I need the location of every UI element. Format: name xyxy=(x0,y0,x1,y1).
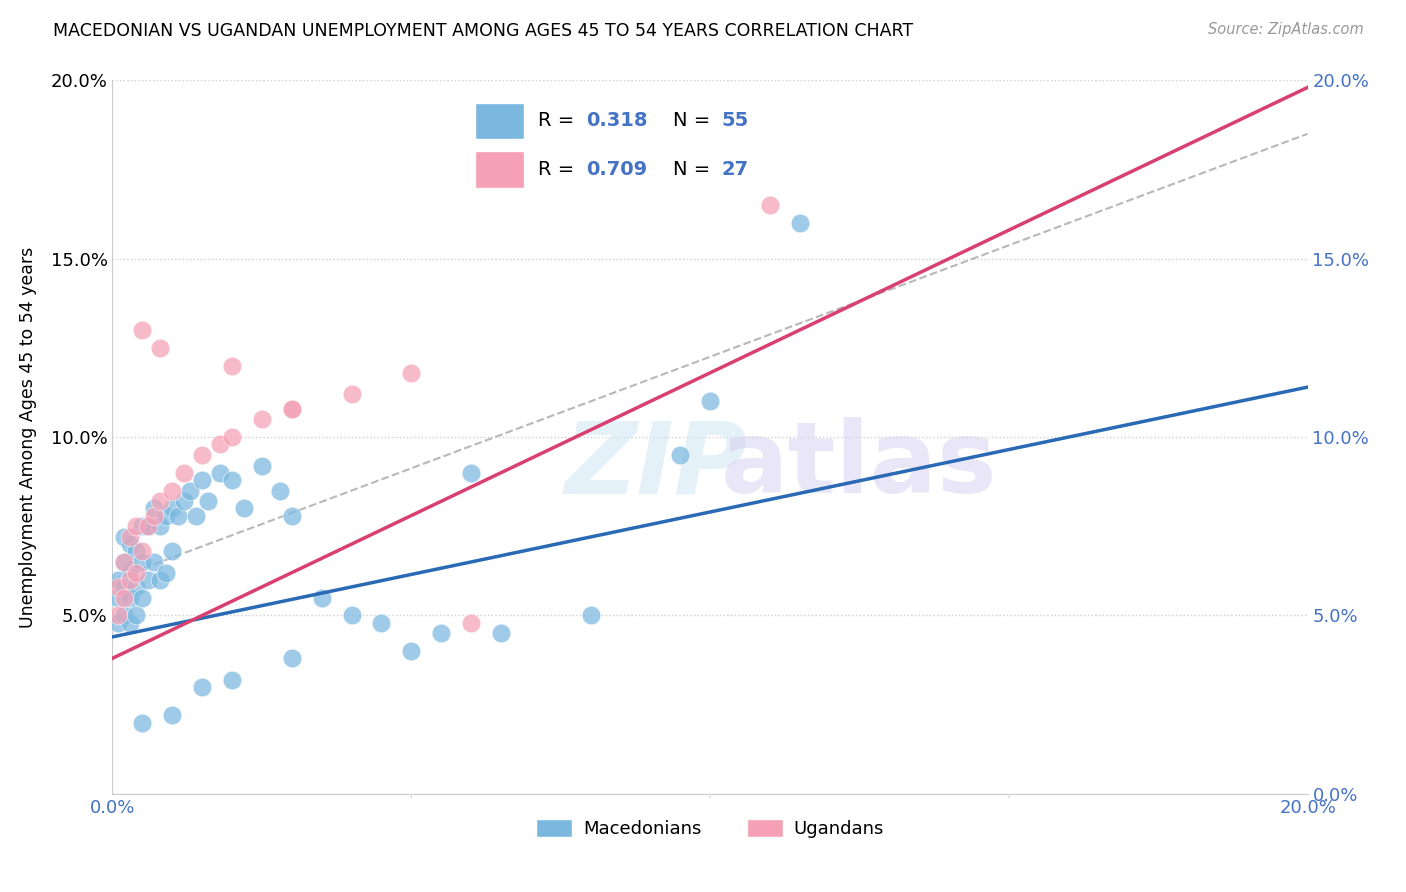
Point xyxy=(173,466,195,480)
Point xyxy=(149,341,172,355)
Point xyxy=(401,366,423,380)
Text: Source: ZipAtlas.com: Source: ZipAtlas.com xyxy=(1208,22,1364,37)
Point xyxy=(221,673,243,687)
Point xyxy=(107,580,129,594)
Point xyxy=(125,566,148,580)
Point xyxy=(281,651,304,665)
Point xyxy=(311,591,333,605)
Text: atlas: atlas xyxy=(721,417,998,514)
Point xyxy=(281,401,304,416)
Point xyxy=(579,608,602,623)
Point xyxy=(138,573,160,587)
Point xyxy=(149,494,172,508)
Point xyxy=(125,608,148,623)
Point xyxy=(759,198,782,212)
Point xyxy=(138,519,160,533)
Legend: Macedonians, Ugandans: Macedonians, Ugandans xyxy=(529,812,891,846)
Point xyxy=(221,430,243,444)
Point xyxy=(191,448,214,462)
Point xyxy=(114,580,135,594)
Point xyxy=(186,508,208,523)
Point xyxy=(209,437,232,451)
Point xyxy=(460,466,482,480)
Point xyxy=(143,555,166,569)
Point xyxy=(197,494,219,508)
Point xyxy=(173,494,195,508)
Point xyxy=(281,401,304,416)
Point xyxy=(120,615,142,630)
Point xyxy=(489,626,512,640)
Point xyxy=(162,483,183,498)
Point xyxy=(149,519,172,533)
Point xyxy=(143,508,166,523)
Point xyxy=(107,615,129,630)
Point xyxy=(131,519,153,533)
Point xyxy=(125,580,148,594)
Point xyxy=(107,608,129,623)
Point xyxy=(114,608,135,623)
Point xyxy=(120,562,142,576)
Point xyxy=(340,387,363,401)
Point xyxy=(107,573,129,587)
Point xyxy=(125,519,148,533)
Point xyxy=(131,555,153,569)
Point xyxy=(401,644,423,658)
Point xyxy=(209,466,232,480)
Point xyxy=(221,473,243,487)
Point xyxy=(131,323,153,337)
Point xyxy=(699,394,721,409)
Point xyxy=(138,519,160,533)
Point xyxy=(250,412,273,426)
Point xyxy=(162,708,183,723)
Point xyxy=(250,458,273,473)
Point xyxy=(370,615,392,630)
Point xyxy=(191,680,214,694)
Point xyxy=(155,566,177,580)
Point xyxy=(120,573,142,587)
Point xyxy=(269,483,291,498)
Point xyxy=(281,508,304,523)
Point xyxy=(167,508,190,523)
Point xyxy=(233,501,256,516)
Point xyxy=(155,508,177,523)
Point xyxy=(162,501,183,516)
Point xyxy=(191,473,214,487)
Point xyxy=(221,359,243,373)
Point xyxy=(107,591,129,605)
Point xyxy=(179,483,201,498)
Point xyxy=(430,626,453,640)
Point xyxy=(162,544,183,558)
Point xyxy=(131,544,153,558)
Point xyxy=(120,591,142,605)
Point xyxy=(789,216,811,230)
Point xyxy=(114,555,135,569)
Text: ZIP: ZIP xyxy=(565,417,748,514)
Point xyxy=(131,715,153,730)
Point xyxy=(149,573,172,587)
Point xyxy=(114,555,135,569)
Point xyxy=(125,544,148,558)
Point xyxy=(131,591,153,605)
Point xyxy=(120,537,142,551)
Point xyxy=(460,615,482,630)
Point xyxy=(669,448,692,462)
Point xyxy=(114,530,135,544)
Point xyxy=(340,608,363,623)
Point xyxy=(143,501,166,516)
Point xyxy=(120,530,142,544)
Point xyxy=(114,591,135,605)
Text: MACEDONIAN VS UGANDAN UNEMPLOYMENT AMONG AGES 45 TO 54 YEARS CORRELATION CHART: MACEDONIAN VS UGANDAN UNEMPLOYMENT AMONG… xyxy=(53,22,914,40)
Y-axis label: Unemployment Among Ages 45 to 54 years: Unemployment Among Ages 45 to 54 years xyxy=(18,246,37,628)
